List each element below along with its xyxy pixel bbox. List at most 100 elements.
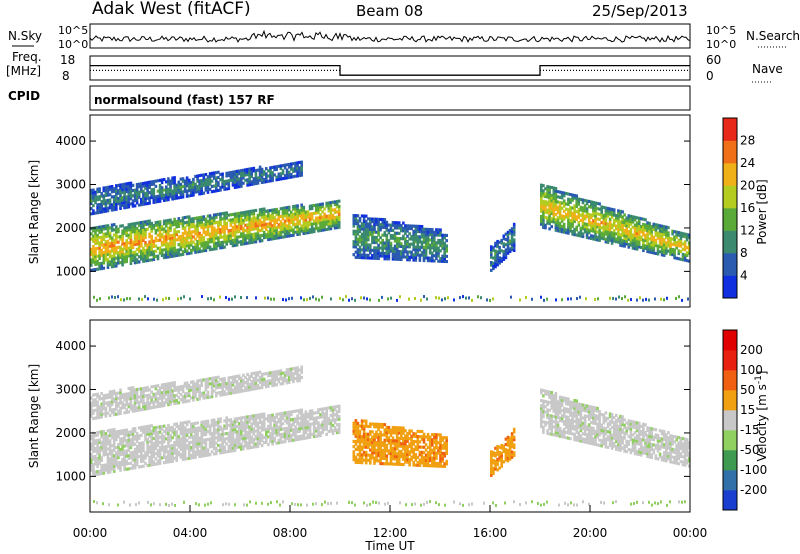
heatmap-cell xyxy=(683,232,687,236)
heatmap-cell xyxy=(594,232,597,236)
heatmap-cell xyxy=(308,222,312,226)
heatmap-cell xyxy=(379,228,382,232)
heatmap-cell xyxy=(229,213,233,217)
heatmap-cell xyxy=(121,237,124,241)
heatmap-cell xyxy=(296,427,299,431)
heatmap-cell xyxy=(165,229,168,233)
heatmap-cell xyxy=(248,420,251,424)
heatmap-cell xyxy=(167,192,170,196)
heatmap-cell xyxy=(420,253,424,257)
heatmap-cell xyxy=(312,204,316,208)
heatmap-cell xyxy=(606,206,610,210)
heatmap-cell xyxy=(248,230,251,234)
heatmap-cell xyxy=(569,208,572,212)
heatmap-cell xyxy=(246,213,249,217)
heatmap-cell xyxy=(240,232,243,236)
heatmap-cell xyxy=(573,204,576,208)
heatmap-cell xyxy=(177,230,181,234)
heatmap-cell xyxy=(231,449,235,453)
heatmap-cell xyxy=(304,415,308,419)
heatmap-cell xyxy=(131,243,135,247)
heatmap-cell xyxy=(108,434,112,438)
heatmap-cell xyxy=(302,224,306,228)
heatmap-cell xyxy=(148,232,151,236)
heatmap-cell xyxy=(506,249,510,253)
heatmap-cell xyxy=(317,208,320,212)
heatmap-cell xyxy=(104,224,108,228)
heatmap-cell xyxy=(673,256,676,260)
heatmap-cell xyxy=(652,251,656,255)
heatmap-cell xyxy=(227,174,231,178)
scatter-cell xyxy=(345,295,347,299)
heatmap-cell xyxy=(325,204,328,208)
heatmap-cell xyxy=(129,261,133,265)
heatmap-cell xyxy=(112,454,116,458)
heatmap-cell xyxy=(335,210,339,214)
heatmap-cell xyxy=(112,233,116,237)
heatmap-cell xyxy=(165,250,168,254)
heatmap-cell xyxy=(102,199,106,203)
heatmap-cell xyxy=(358,237,362,241)
heatmap-cell xyxy=(335,215,339,219)
heatmap-cell xyxy=(202,191,206,195)
heatmap-cell xyxy=(581,216,585,220)
heatmap-cell xyxy=(294,417,297,421)
heatmap-cell xyxy=(281,422,285,426)
heatmap-cell xyxy=(428,243,432,247)
heatmap-cell xyxy=(125,444,128,448)
heatmap-cell xyxy=(424,238,428,242)
heatmap-cell xyxy=(327,222,331,226)
heatmap-cell xyxy=(375,254,378,258)
heatmap-cell xyxy=(640,227,643,231)
heatmap-cell xyxy=(162,450,166,454)
heatmap-cell xyxy=(267,414,270,418)
heatmap-cell xyxy=(215,431,218,435)
heatmap-cell xyxy=(117,235,120,239)
heatmap-cell xyxy=(292,420,295,424)
heatmap-cell xyxy=(650,243,653,247)
heatmap-cell xyxy=(602,213,606,217)
heatmap-cell xyxy=(221,227,224,231)
heatmap-cell xyxy=(102,463,106,467)
heatmap-cell xyxy=(573,230,576,234)
heatmap-cell xyxy=(148,253,151,257)
heatmap-cell xyxy=(283,209,287,213)
heatmap-cell xyxy=(558,221,562,225)
heatmap-cell xyxy=(323,225,326,229)
heatmap-cell xyxy=(416,250,420,254)
heatmap-cell xyxy=(194,445,197,449)
heatmap-cell xyxy=(140,252,143,256)
heatmap-cell xyxy=(577,223,581,227)
heatmap-cell xyxy=(337,407,341,411)
heatmap-cell xyxy=(100,200,103,204)
scatter-cell xyxy=(387,297,389,301)
heatmap-cell xyxy=(152,255,156,259)
heatmap-cell xyxy=(271,442,274,446)
heatmap-cell xyxy=(121,450,124,454)
heatmap-cell xyxy=(94,470,97,474)
heatmap-cell xyxy=(169,460,172,464)
heatmap-cell xyxy=(225,174,228,178)
heatmap-cell xyxy=(196,426,199,430)
heatmap-cell xyxy=(194,437,197,441)
heatmap-cell xyxy=(104,232,108,236)
heatmap-cell xyxy=(354,237,358,241)
heatmap-cell xyxy=(181,455,185,459)
heatmap-cell xyxy=(192,448,195,452)
heatmap-cell xyxy=(360,224,364,228)
heatmap-cell xyxy=(202,215,206,219)
heatmap-cell xyxy=(418,253,422,257)
heatmap-cell xyxy=(675,230,678,234)
heatmap-cell xyxy=(108,262,112,266)
heatmap-cell xyxy=(100,445,103,449)
heatmap-cell xyxy=(644,239,647,243)
heatmap-cell xyxy=(250,240,253,244)
heatmap-cell xyxy=(94,441,97,445)
heatmap-cell xyxy=(317,423,320,427)
heatmap-cell xyxy=(248,183,251,187)
heatmap-cell xyxy=(585,207,589,211)
heatmap-cell xyxy=(281,427,285,431)
heatmap-cell xyxy=(94,255,97,259)
heatmap-cell xyxy=(273,428,276,432)
heatmap-cell xyxy=(150,463,153,467)
